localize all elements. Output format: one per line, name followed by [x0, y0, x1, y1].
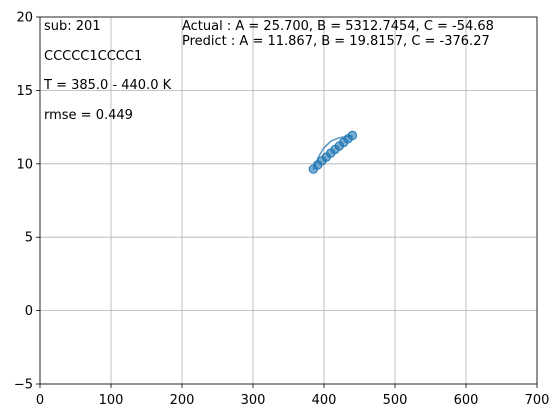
x-tick-label: 600 — [454, 393, 479, 408]
x-tick-label: 500 — [383, 393, 408, 408]
data-point — [348, 131, 356, 139]
annotation-temp-range: T = 385.0 - 440.0 K — [43, 78, 172, 93]
annotation-actual: Actual : A = 25.700, B = 5312.7454, C = … — [182, 19, 494, 34]
y-tick-label: 20 — [16, 11, 33, 26]
x-tick-label: 400 — [312, 393, 337, 408]
x-tick-label: 200 — [170, 393, 195, 408]
plot-frame — [40, 17, 537, 384]
annotation-rmse: rmse = 0.449 — [44, 108, 133, 123]
y-tick-label: 0 — [25, 304, 33, 319]
y-tick-label: −5 — [14, 378, 33, 393]
x-tick-label: 700 — [525, 393, 550, 408]
x-tick-label: 0 — [36, 393, 44, 408]
axes — [40, 17, 537, 384]
grid — [40, 17, 537, 384]
annotation-smiles: CCCCC1CCCC1 — [44, 49, 142, 64]
annotation-sub: sub: 201 — [44, 19, 101, 34]
x-tick-label: 100 — [99, 393, 124, 408]
y-tick-label: 10 — [16, 157, 33, 172]
data-points — [309, 131, 356, 173]
x-tick-label: 300 — [241, 393, 266, 408]
annotation-predict: Predict : A = 11.867, B = 19.8157, C = -… — [182, 34, 490, 49]
y-tick-label: 15 — [16, 84, 33, 99]
y-tick-label: 5 — [25, 231, 33, 246]
